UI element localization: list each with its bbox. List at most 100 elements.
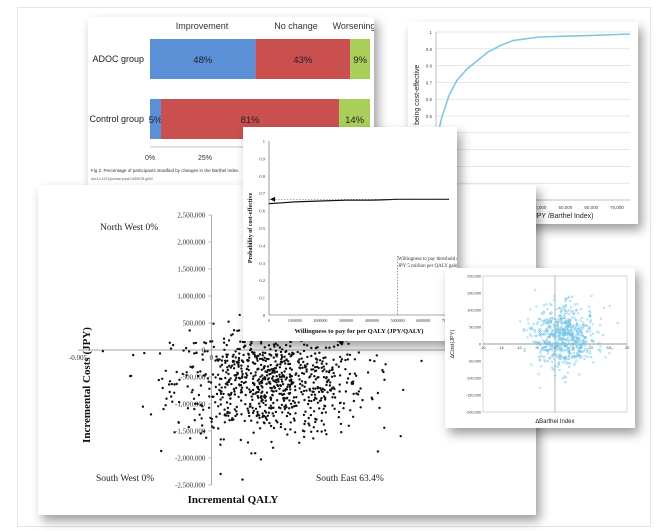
data-point [242,353,245,357]
data-point [339,360,343,363]
data-point [325,383,328,387]
data-point [616,321,619,325]
data-point [566,329,570,332]
data-point [583,357,586,361]
data-point [575,323,578,326]
data-point [258,353,262,356]
data-point [535,334,538,337]
data-point [322,365,325,368]
data-point [303,398,306,402]
data-point [261,379,264,382]
data-point [317,390,321,394]
data-point [291,406,294,409]
data-point [566,362,569,365]
data-point [568,295,571,298]
data-point [550,320,553,323]
data-point [268,353,271,356]
data-point [257,354,260,357]
data-point [251,361,255,364]
data-point [204,342,208,345]
data-point [557,337,560,340]
data-point [143,351,146,355]
data-point [339,401,342,404]
data-point [233,393,237,396]
data-point [543,348,546,351]
data-point [321,360,324,363]
data-point [261,354,264,357]
data-point [552,345,555,348]
data-point [293,431,297,434]
data-point [562,321,565,325]
quadrant-label-se: South East 63.4% [316,474,384,484]
data-point [247,411,250,415]
data-point [577,352,581,356]
data-point [216,358,219,361]
data-point [523,349,526,353]
data-point [230,334,233,337]
data-point [238,313,241,317]
data-point [553,365,557,368]
data-point [599,317,602,320]
data-point [557,333,560,336]
data-point [292,352,295,356]
data-point [308,389,312,392]
data-point [301,371,304,375]
data-point [175,370,178,374]
data-point [578,346,581,349]
data-point [329,381,332,384]
data-point [309,375,312,378]
bar-segment [150,39,256,79]
value-label: 43% [293,55,313,66]
data-point [566,338,569,341]
data-point [561,377,565,380]
data-point [255,414,258,418]
data-point [265,391,269,394]
value-label: 48% [193,55,213,66]
data-point [611,347,614,351]
data-point [327,378,330,382]
data-point [300,357,303,360]
data-point [560,333,563,336]
data-point [332,345,336,348]
data-point [587,305,591,308]
data-point [336,343,340,347]
data-point [351,415,355,418]
data-point [219,365,222,368]
data-point [314,365,317,369]
data-point [563,308,567,312]
data-point [165,397,168,400]
data-point [575,346,578,350]
data-point [280,353,283,357]
data-point [219,472,222,476]
data-point [272,414,275,418]
data-point [301,366,304,369]
data-point [283,355,286,358]
data-point [588,344,591,348]
data-point [353,358,357,361]
data-point [572,349,575,352]
data-point [576,354,580,357]
data-point [208,387,211,390]
data-point [318,351,321,354]
data-point [553,324,557,327]
y-tick-label: -150,000 [466,394,481,398]
data-point [199,384,203,387]
data-point [567,347,571,350]
data-point [266,378,270,381]
data-point [585,340,588,343]
data-point [239,383,243,387]
data-point [220,377,223,381]
data-point [188,329,191,332]
data-point [299,352,302,355]
data-point [540,319,543,322]
data-point [288,392,291,396]
data-point [173,431,176,434]
data-point [234,356,237,359]
data-point [543,341,547,344]
data-point [320,362,323,365]
data-point [275,419,278,422]
data-point [286,433,289,436]
data-point [592,361,595,364]
data-point [256,379,259,382]
data-point [550,329,554,332]
